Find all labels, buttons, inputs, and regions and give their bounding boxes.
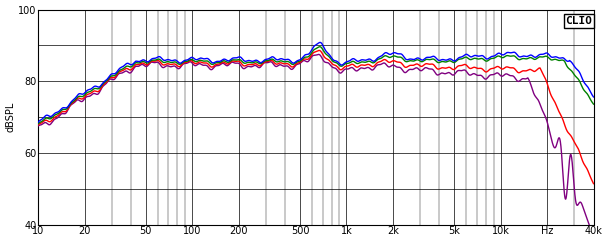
Y-axis label: dBSPL: dBSPL [5, 102, 16, 132]
Text: CLIO: CLIO [565, 16, 592, 26]
